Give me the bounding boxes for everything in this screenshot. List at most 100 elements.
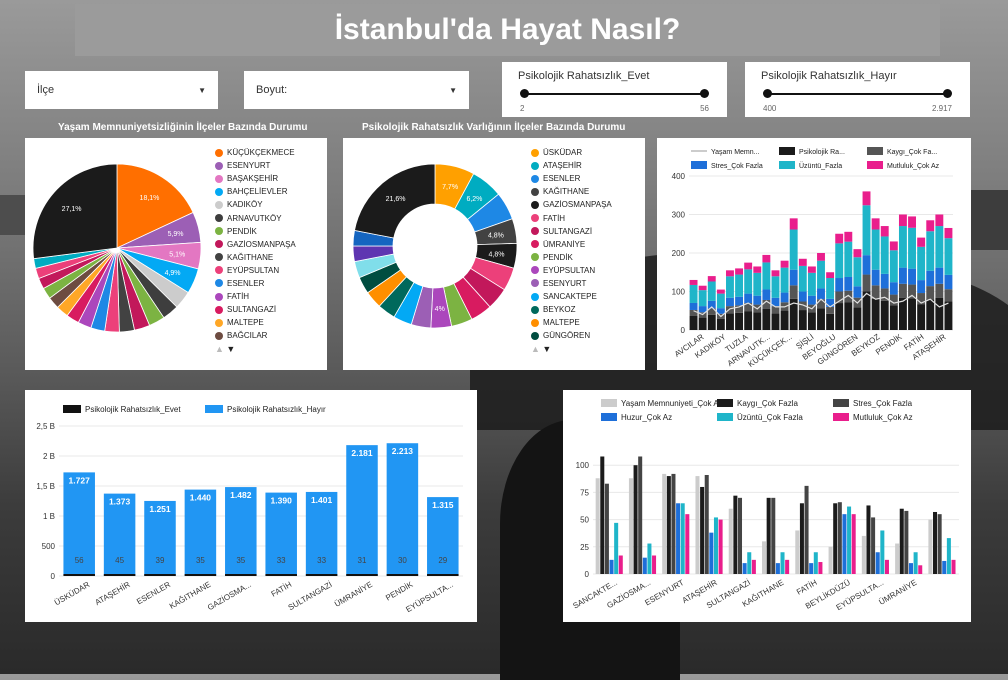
legend-pagination[interactable]: ▲ ▼ (215, 344, 296, 354)
chart1-legend-item[interactable]: KADIKÖY (215, 198, 296, 211)
chart3-bar-segment (880, 226, 889, 237)
chart4-evet-label: 35 (236, 556, 245, 565)
chart2-legend-item[interactable]: SULTANGAZİ (531, 225, 612, 238)
chart1-legend-item[interactable]: PENDİK (215, 225, 296, 238)
chart3-bar-segment (707, 276, 716, 282)
chart1-legend-item[interactable]: KAĞITHANE (215, 251, 296, 264)
chart1-legend-item[interactable]: ESENLER (215, 277, 296, 290)
slider-hayir-max-handle[interactable] (943, 89, 952, 98)
legend-swatch (531, 227, 539, 236)
chart3-bar-segment (853, 257, 862, 287)
slider-hayir-track[interactable] (767, 93, 948, 95)
slider-hayir[interactable]: Psikolojik Rahatsızlık_Hayır 400 2.917 (745, 62, 970, 117)
chart1-legend-item[interactable]: MALTEPE (215, 316, 296, 329)
chart3-ytick: 400 (672, 172, 686, 181)
chart3-bar-segment (771, 306, 780, 314)
chart2-slice-label: 4% (435, 306, 445, 313)
chart5-grouped-bar: 0 25 50 75 100 Yaşam Memnuniyeti_Çok Az Kaygı_… (571, 399, 959, 612)
slider-evet[interactable]: Psikolojik Rahatsızlık_Evet 2 56 (502, 62, 727, 117)
chart4-evet-label: 45 (115, 556, 124, 565)
chart2-legend-item[interactable]: KAĞITHANE (531, 185, 612, 198)
chart3-bar-segment (807, 272, 816, 296)
chart1-legend-item[interactable]: BAHÇELİEVLER (215, 185, 296, 198)
chart2-legend-item[interactable]: GÜNGÖREN (531, 329, 612, 342)
chart3-bar-segment (744, 262, 753, 270)
slider-hayir-min-handle[interactable] (763, 89, 772, 98)
chart2-legend-item[interactable]: ÜSKÜDAR (531, 146, 612, 159)
chart3-bar-segment (753, 312, 762, 330)
chart3-bar-segment (753, 272, 762, 296)
chart2-legend-item[interactable]: EYÜPSULTAN (531, 264, 612, 277)
chart5-bar (718, 519, 723, 574)
chart3-bar-segment (944, 274, 953, 290)
chart4-bar-evet (427, 574, 459, 576)
slider-evet-max-handle[interactable] (700, 89, 709, 98)
chart2-legend-item[interactable]: FATİH (531, 211, 612, 224)
chart2-slice (354, 163, 436, 239)
legend-swatch (531, 148, 539, 157)
chart2-legend-item[interactable]: MALTEPE (531, 316, 612, 329)
slider-evet-track[interactable] (524, 93, 705, 95)
chart1-legend-item[interactable]: EYÜPSULTAN (215, 264, 296, 277)
chart1-legend-item[interactable]: KÜÇÜKÇEKMECE (215, 146, 296, 159)
chart3-legend-label: Psikolojik Ra... (799, 149, 845, 156)
chart3-bar-segment (871, 298, 880, 330)
legend-swatch (215, 148, 223, 157)
chart4-xtick: PENDİK (384, 580, 415, 603)
legend-pagination[interactable]: ▲ ▼ (531, 344, 612, 354)
slider-evet-max-value: 56 (700, 104, 709, 113)
legend-down-icon[interactable]: ▼ (539, 344, 552, 355)
legend-up-icon[interactable]: ▲ (531, 344, 540, 355)
chart3-bar-segment (735, 312, 744, 330)
chart4-value-label: 1.251 (149, 504, 171, 514)
chart4-bar-hayir (144, 500, 176, 576)
chart5-bar (951, 559, 956, 574)
boyut-dropdown[interactable]: Boyut: ▼ (244, 71, 469, 109)
slider-evet-min-handle[interactable] (520, 89, 529, 98)
chart3-bar-segment (771, 276, 780, 298)
slider-evet-label: Psikolojik Rahatsızlık_Evet (518, 70, 650, 82)
chart2-legend-item[interactable]: ESENLER (531, 172, 612, 185)
chart3-bar-segment (908, 268, 916, 285)
chart2-legend-item[interactable]: BEYKOZ (531, 303, 612, 316)
chart2-legend-item[interactable]: ESENYURT (531, 277, 612, 290)
chart1-legend-item[interactable]: ESENYURT (215, 159, 296, 172)
chart3-bar-segment (935, 214, 944, 227)
chart4-evet-label: 35 (196, 556, 205, 565)
chart5-bar (775, 563, 780, 574)
chart3-bar-segment (762, 254, 771, 263)
chart3-line (693, 292, 949, 318)
chart2-legend-item[interactable]: PENDİK (531, 251, 612, 264)
chart1-legend-item[interactable]: FATİH (215, 290, 296, 303)
chart1-legend-item[interactable]: SULTANGAZİ (215, 303, 296, 316)
chart3-bar-segment (789, 218, 798, 230)
ilce-dropdown[interactable]: İlçe ▼ (25, 71, 218, 109)
chart3-bar-segment (798, 258, 807, 266)
legend-label: ESENYURT (227, 161, 271, 171)
chevron-down-icon: ▼ (198, 85, 206, 95)
chart5-bar (652, 555, 657, 574)
legend-down-icon[interactable]: ▼ (223, 344, 236, 355)
chart1-legend-item[interactable]: BAŞAKŞEHİR (215, 172, 296, 185)
chart3-bar-segment (744, 269, 753, 294)
chart1-legend-item[interactable]: ARNAVUTKÖY (215, 211, 296, 224)
chart2-legend-item[interactable]: SANCAKTEPE (531, 290, 612, 303)
chart4-bar-hayir (225, 487, 257, 576)
chart5-bar (913, 552, 918, 574)
chart4-value-label: 1.315 (432, 500, 454, 510)
chart2-donut: 7,7% 6,2% 4,8% 4,8% 4% 21,6% (352, 163, 518, 329)
chart3-bar-segment (944, 238, 953, 275)
legend-up-icon[interactable]: ▲ (215, 344, 224, 355)
chart5-bar (946, 538, 951, 574)
chart1-legend-item[interactable]: GAZİOSMANPAŞA (215, 238, 296, 251)
slider-hayir-max-value: 2.917 (931, 104, 952, 113)
chart5-bar (600, 456, 605, 574)
chart3-bar-segment (917, 304, 926, 330)
chart3-bar-segment (926, 220, 935, 232)
chart3-bar-segment (926, 270, 935, 287)
chart1-legend-item[interactable]: BAĞCILAR (215, 329, 296, 342)
chart2-legend-item[interactable]: ÜMRANİYE (531, 238, 612, 251)
chart5-bar (866, 505, 871, 574)
chart2-legend-item[interactable]: ATAŞEHİR (531, 159, 612, 172)
chart2-legend-item[interactable]: GAZİOSMANPAŞA (531, 198, 612, 211)
